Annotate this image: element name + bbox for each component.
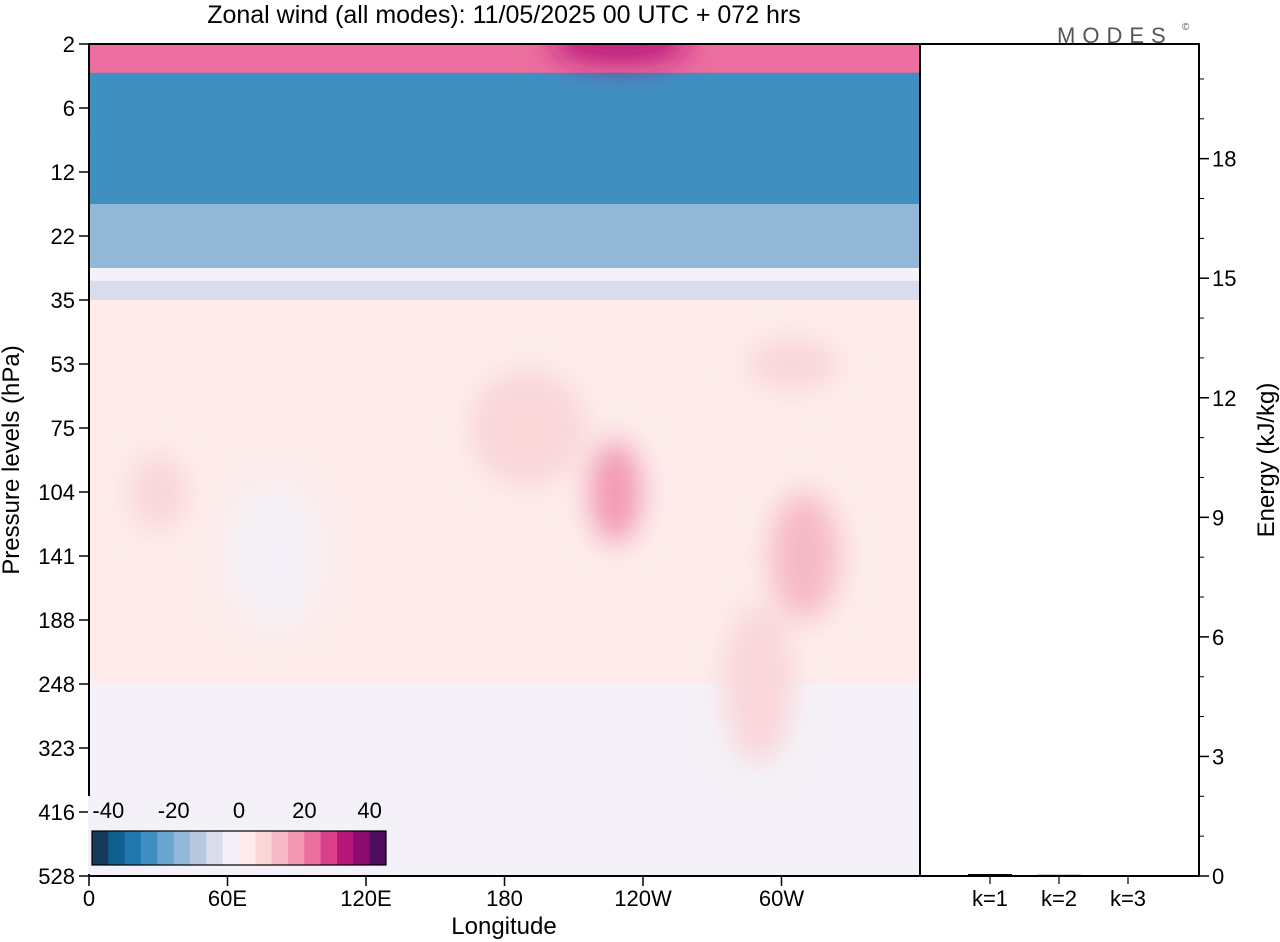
colorbar-cell	[190, 831, 207, 865]
energy-axis-label: Energy (kJ/kg)	[1253, 383, 1280, 538]
pressure-tick-label: 35	[51, 288, 75, 313]
energy-axis: 0 3 6 9 12 15 18	[1199, 78, 1236, 889]
colorbar-cell	[353, 831, 371, 865]
colorbar-cell	[92, 831, 109, 865]
energy-bar-k=1	[968, 874, 1012, 876]
pressure-tick-label: 188	[38, 608, 75, 633]
colorbar: -40 -20 0 20 40	[88, 796, 392, 874]
colorbar-cell	[173, 831, 191, 865]
pressure-tick-label: 22	[51, 224, 75, 249]
wind-band-3	[89, 133, 920, 211]
heatmap-features	[129, 44, 840, 764]
longitude-tick-label: 60E	[208, 886, 247, 911]
colorbar-cell	[222, 831, 240, 865]
colorbar-cell	[255, 831, 273, 865]
colorbar-label: 0	[233, 798, 245, 823]
colorbar-label: 20	[292, 798, 316, 823]
copyright-mark: ©	[1182, 22, 1190, 33]
pressure-tick-label: 528	[38, 864, 75, 889]
longitude-tick-label: 120W	[614, 886, 672, 911]
wind-band-4	[89, 204, 920, 268]
energy-bar-k=3	[1106, 875, 1150, 877]
wavenumber-axis: k=1 k=2 k=3	[972, 876, 1146, 911]
energy-tick-label: 9	[1212, 505, 1224, 530]
wind-feature-10	[746, 338, 840, 390]
longitude-tick-label: 60W	[759, 886, 804, 911]
pressure-tick-label: 2	[63, 32, 75, 57]
wind-feature-8	[589, 440, 641, 544]
colorbar-cell	[337, 831, 354, 865]
pressure-tick-label: 53	[51, 352, 75, 377]
wind-feature-13	[723, 604, 794, 764]
wind-band-0	[89, 44, 920, 76]
colorbar-cell	[320, 831, 338, 865]
energy-tick-label: 15	[1212, 266, 1236, 291]
y-axis-label: Pressure levels (hPa)	[0, 345, 25, 574]
wind-feature-1	[550, 44, 690, 64]
wind-band-2	[89, 72, 920, 144]
energy-tick-label: 3	[1212, 744, 1224, 769]
colorbar-label: -40	[92, 798, 124, 823]
pressure-tick-label: 12	[51, 160, 75, 185]
chart-title: Zonal wind (all modes): 11/05/2025 00 UT…	[207, 1, 801, 29]
wind-feature-11	[129, 453, 188, 531]
colorbar-label: -20	[158, 798, 190, 823]
energy-tick-label: 12	[1212, 386, 1236, 411]
wind-feature-9	[769, 492, 840, 620]
x-axis-label: Longitude	[451, 913, 556, 940]
wavenumber-tick-label: k=2	[1041, 886, 1077, 911]
longitude-axis: 0 60E 120E 180 120W 60W	[83, 876, 804, 911]
colorbar-cell	[369, 831, 387, 865]
wind-feature-12	[229, 485, 318, 627]
energy-tick-label: 6	[1212, 625, 1224, 650]
energy-panel-frame	[919, 43, 1200, 877]
energy-bar-k=2	[1037, 874, 1081, 877]
colorbar-cells	[92, 831, 387, 865]
pressure-tick-label: 141	[38, 544, 75, 569]
colorbar-cell	[271, 831, 289, 865]
longitude-tick-label: 120E	[340, 886, 391, 911]
colorbar-cell	[108, 831, 126, 865]
energy-bars	[968, 874, 1150, 877]
colorbar-frame	[91, 830, 387, 866]
colorbar-cell	[157, 831, 175, 865]
pressure-axis: 2 6 12 22 35 53 75 104 141 188 248 323 416 528	[38, 32, 89, 889]
colorbar-labels: -40 -20 0 20 40	[92, 798, 381, 823]
pressure-tick-label: 323	[38, 736, 75, 761]
colorbar-cell	[206, 831, 224, 865]
pressure-tick-label: 6	[63, 96, 75, 121]
pressure-tick-label: 104	[38, 480, 75, 505]
wind-feature-7	[469, 370, 586, 486]
pressure-tick-label: 416	[38, 800, 75, 825]
energy-bar-panel: 0 3 6 9 12 15 18 k=1 k=2 k=3 Energy (kJ/kg)	[919, 43, 1280, 911]
longitude-tick-label: 180	[486, 886, 523, 911]
zonal-wind-heatmap: 2 6 12 22 35 53 75 104 141 188 248 323 416 528 0 60E 12…	[0, 32, 921, 940]
colorbar-cell	[304, 831, 322, 865]
colorbar-cell	[288, 831, 305, 865]
wavenumber-tick-label: k=3	[1110, 886, 1146, 911]
colorbar-cell	[124, 831, 142, 865]
colorbar-cell	[239, 831, 256, 865]
pressure-tick-label: 248	[38, 672, 75, 697]
colorbar-label: 40	[357, 798, 381, 823]
energy-tick-label: 0	[1212, 864, 1224, 889]
wavenumber-tick-label: k=1	[972, 886, 1008, 911]
colorbar-cell	[141, 831, 158, 865]
longitude-tick-label: 0	[83, 886, 95, 911]
energy-tick-label: 18	[1212, 147, 1236, 172]
pressure-tick-label: 75	[51, 416, 75, 441]
